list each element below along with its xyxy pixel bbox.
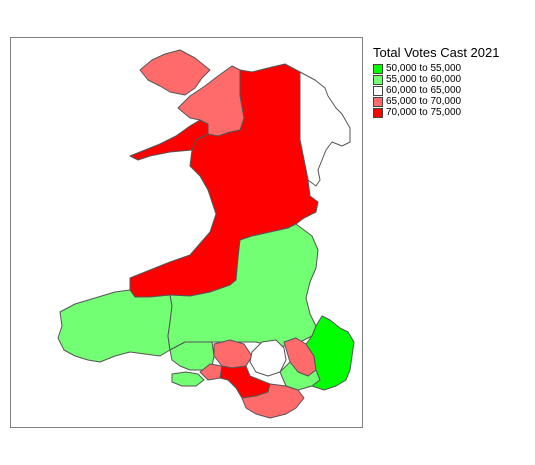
legend-swatch: [373, 96, 383, 107]
region-south-west-wales: [57, 289, 173, 363]
region-monmouth-newport: [305, 315, 355, 391]
legend-item: 50,000 to 55,000: [373, 63, 533, 74]
legend-item: 60,000 to 65,000: [373, 85, 533, 96]
region-neath-port-talbot: [213, 339, 253, 369]
region-north-east-wales: [299, 71, 351, 187]
legend-label: 60,000 to 65,000: [386, 84, 462, 96]
legend-swatch: [373, 107, 383, 118]
legend-item: 70,000 to 75,000: [373, 107, 533, 118]
legend: Total Votes Cast 2021 50,000 to 55,000 5…: [373, 45, 533, 118]
legend-label: 55,000 to 60,000: [386, 73, 462, 85]
region-arfon: [177, 65, 245, 137]
legend-swatch: [373, 85, 383, 96]
legend-item: 55,000 to 60,000: [373, 74, 533, 85]
legend-swatch: [373, 63, 383, 74]
region-anglesey: [139, 49, 211, 96]
legend-label: 70,000 to 75,000: [386, 106, 462, 118]
region-gower: [171, 371, 205, 387]
region-vale-of-glamorgan: [241, 383, 305, 419]
legend-swatch: [373, 74, 383, 85]
region-rhondda-cynon: [249, 339, 287, 377]
legend-item: 65,000 to 70,000: [373, 96, 533, 107]
legend-label: 50,000 to 55,000: [386, 62, 462, 74]
legend-title: Total Votes Cast 2021: [373, 45, 500, 60]
legend-label: 65,000 to 70,000: [386, 95, 462, 107]
